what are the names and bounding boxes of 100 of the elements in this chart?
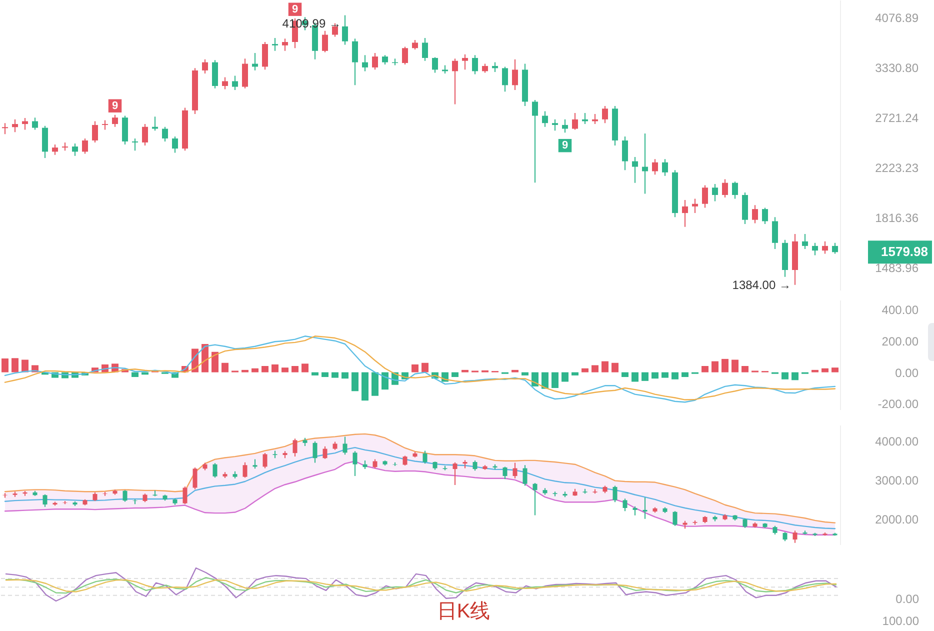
bar <box>302 364 308 372</box>
candlestick <box>722 178 728 198</box>
bar <box>732 360 738 372</box>
candlestick <box>2 122 8 135</box>
candlestick <box>92 120 98 143</box>
candlestick <box>122 115 128 145</box>
bar <box>632 372 638 382</box>
candlestick <box>742 518 748 528</box>
candlestick <box>532 482 538 516</box>
bar <box>372 372 378 396</box>
candlestick <box>282 38 288 52</box>
text: 100.00 <box>882 614 920 628</box>
y-tick-label: 1816.36 <box>875 211 919 226</box>
candlestick <box>622 136 628 171</box>
candlestick <box>42 125 48 159</box>
candlestick <box>122 490 128 502</box>
candlestick <box>412 40 418 50</box>
candlestick <box>342 436 348 456</box>
bar <box>352 372 358 392</box>
y-tick-label: 3000.00 <box>875 473 919 488</box>
candlestick <box>362 54 368 72</box>
bar <box>742 366 748 372</box>
candlestick <box>42 494 48 508</box>
candlestick <box>762 207 768 224</box>
candlestick <box>372 52 378 70</box>
candlestick <box>112 114 118 128</box>
bar <box>832 368 838 372</box>
candlestick <box>512 462 518 479</box>
candlestick <box>802 233 808 250</box>
y-tick-label: -200.00 <box>878 397 919 412</box>
candlestick <box>702 184 708 208</box>
candlestick <box>82 138 88 154</box>
bar <box>292 366 298 372</box>
candlestick <box>692 198 698 214</box>
bar <box>332 372 338 378</box>
bar <box>812 370 818 372</box>
bar <box>522 372 528 376</box>
bar <box>272 364 278 372</box>
bar <box>252 368 258 372</box>
candlestick <box>462 54 468 70</box>
bar <box>322 372 328 377</box>
candlestick <box>502 66 508 92</box>
candlestick <box>492 62 498 72</box>
bar <box>592 365 598 372</box>
bar <box>702 366 708 372</box>
candlestick <box>642 496 648 520</box>
bar <box>242 370 248 372</box>
candlestick <box>632 156 638 184</box>
candlestick <box>322 30 328 53</box>
candlestick <box>242 58 248 89</box>
candlestick <box>512 58 518 91</box>
candlestick <box>352 38 358 86</box>
bar <box>612 362 618 372</box>
candlestick <box>382 54 388 65</box>
candlestick <box>132 138 138 152</box>
candlestick <box>522 464 528 486</box>
candlestick <box>272 38 278 52</box>
candlestick <box>732 181 738 200</box>
bar <box>562 372 568 382</box>
candlestick <box>752 204 758 224</box>
bar <box>552 372 558 388</box>
bar <box>642 372 648 381</box>
candlestick <box>312 440 318 464</box>
y-tick-label: 4076.89 <box>875 10 919 25</box>
bar <box>782 372 788 380</box>
bar <box>422 362 428 372</box>
candlestick <box>252 458 258 470</box>
candlestick <box>212 462 218 478</box>
bar <box>672 372 678 380</box>
bar <box>282 368 288 372</box>
candlestick <box>772 216 778 250</box>
candlestick <box>162 126 168 142</box>
candlestick <box>232 75 238 91</box>
candlestick <box>552 118 558 132</box>
annotation: 1384.00 → <box>732 278 791 292</box>
candlestick <box>432 56 438 74</box>
bar <box>512 370 518 372</box>
candlestick <box>532 99 538 184</box>
bar <box>412 364 418 372</box>
bar <box>452 372 458 377</box>
bar <box>212 352 218 372</box>
bar <box>712 361 718 372</box>
y-tick-label: 2223.23 <box>875 161 919 176</box>
candlestick <box>262 452 268 469</box>
annotation: 9 <box>562 140 568 152</box>
candlestick <box>352 450 358 477</box>
candlestick <box>402 46 408 65</box>
candlestick <box>672 510 678 526</box>
y-tick-label: 400.00 <box>882 302 919 317</box>
candlestick <box>472 54 478 75</box>
candlestick <box>792 530 798 544</box>
candlestick <box>402 455 408 466</box>
bar <box>822 368 828 372</box>
y-tick-label: 4000.00 <box>875 434 919 448</box>
bar <box>132 372 138 377</box>
candlestick <box>182 486 188 505</box>
candlestick <box>622 498 628 512</box>
bar <box>312 372 318 376</box>
candlestick <box>172 136 178 154</box>
candlestick <box>472 460 478 472</box>
